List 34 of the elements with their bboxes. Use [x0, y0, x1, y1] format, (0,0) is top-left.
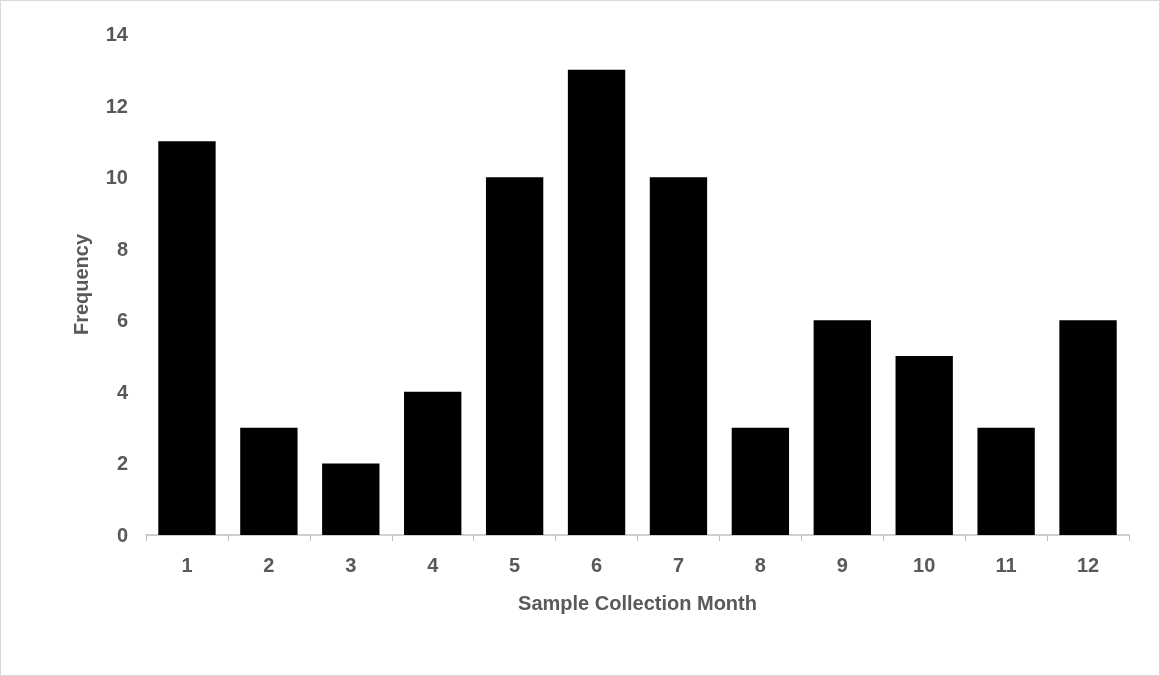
- x-tick-label: 7: [672, 554, 685, 576]
- y-tick-label: 10: [105, 166, 128, 189]
- bar: [322, 463, 380, 535]
- x-tick-label: 6: [590, 554, 603, 576]
- y-tick-label: 4: [116, 380, 129, 403]
- bar: [731, 427, 790, 535]
- bar: [649, 177, 708, 535]
- bar: [895, 356, 953, 535]
- y-axis-title: Frequency: [70, 233, 92, 336]
- y-tick-label: 0: [116, 524, 128, 546]
- bar: [977, 427, 1035, 535]
- bar: [485, 177, 544, 535]
- bar: [158, 141, 216, 535]
- y-tick-label: 14: [105, 23, 129, 45]
- bar: [404, 391, 462, 535]
- x-tick-label: 8: [754, 554, 766, 576]
- bar: [567, 69, 626, 535]
- x-tick-label: 3: [345, 554, 357, 576]
- x-axis-title: Sample Collection Month: [518, 592, 757, 614]
- x-tick-label: 12: [1076, 554, 1100, 576]
- x-tick-label: 9: [836, 554, 848, 576]
- bar: [1059, 320, 1117, 535]
- bar: [813, 320, 871, 535]
- y-tick-label: 8: [116, 237, 128, 260]
- bar: [240, 427, 298, 535]
- x-tick-label: 5: [509, 554, 521, 576]
- x-tick-label: 4: [427, 554, 440, 576]
- x-tick-label: 2: [263, 554, 275, 576]
- x-tick-label: 10: [913, 554, 936, 576]
- x-tick-label: 1: [181, 554, 193, 576]
- y-tick-label: 6: [116, 309, 128, 332]
- y-tick-label: 12: [105, 94, 128, 117]
- x-tick-label: 11: [995, 554, 1017, 576]
- y-tick-label: 2: [116, 452, 128, 475]
